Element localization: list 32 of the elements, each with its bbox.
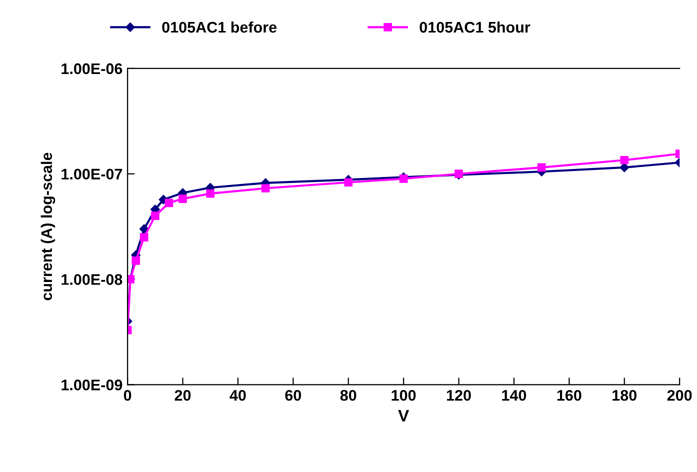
point (140, 233, 148, 242)
y-axis-title: current (A) log-scale (40, 152, 56, 300)
x-tick-label: 160 (557, 390, 582, 401)
x-tick-label: 200 (667, 390, 692, 401)
point (150, 212, 160, 220)
point (261, 184, 270, 192)
x-tick-label: 180 (612, 390, 636, 401)
legend-label: 0105AC1 before (162, 21, 277, 33)
x-tick-label: 0 (124, 390, 132, 401)
x-axis-title: V (398, 410, 410, 422)
x-tick-label: 20 (174, 390, 191, 401)
point (178, 194, 187, 203)
point (537, 163, 546, 172)
y-tick-label: 1.00E-07 (62, 168, 122, 180)
point (164, 198, 174, 208)
point (139, 224, 149, 234)
y-tick-label: 1.00E-08 (62, 274, 122, 285)
y-tick-label: 1.00E-06 (62, 63, 122, 74)
point (132, 256, 140, 265)
x-tick-label: 100 (392, 390, 416, 401)
x-tick-label: 40 (230, 390, 246, 401)
x-tick-label: 80 (340, 390, 356, 401)
point (399, 174, 408, 183)
point (620, 162, 629, 172)
legend-label: 0105AC1 5hour (420, 21, 530, 33)
point (206, 189, 215, 198)
x-tick-label: 60 (285, 390, 302, 401)
x-tick-label: 120 (446, 390, 471, 401)
point (620, 156, 629, 164)
y-tick-label: 1.00E-09 (62, 380, 122, 390)
x-tick-label: 140 (502, 390, 526, 401)
point (344, 178, 353, 187)
